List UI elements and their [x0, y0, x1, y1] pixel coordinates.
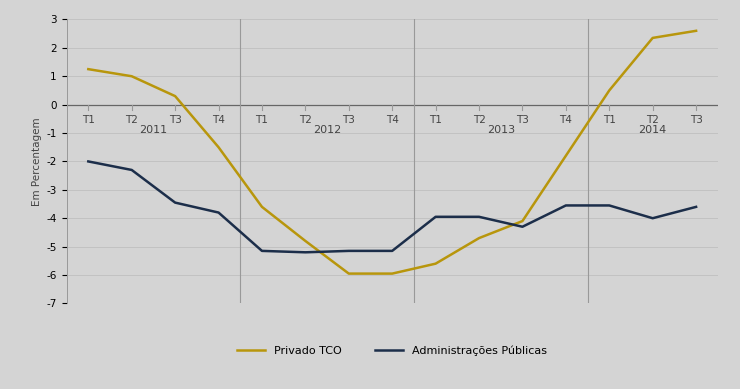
Text: T1: T1 [255, 115, 269, 124]
Administrações Públicas [127, 168, 136, 172]
Administrações Públicas [692, 205, 701, 209]
Privado TCO [301, 238, 310, 243]
Privado TCO [214, 145, 223, 150]
Administrações Públicas [388, 249, 397, 253]
Administrações Públicas [605, 203, 613, 208]
Y-axis label: Em Percentagem: Em Percentagem [33, 117, 42, 206]
Privado TCO [562, 153, 571, 158]
Administrações Públicas [171, 200, 180, 205]
Text: T1: T1 [82, 115, 95, 124]
Text: T4: T4 [212, 115, 225, 124]
Privado TCO [344, 271, 353, 276]
Administrações Públicas [562, 203, 571, 208]
Text: T3: T3 [516, 115, 529, 124]
Administrações Públicas [344, 249, 353, 253]
Administrações Públicas [431, 214, 440, 219]
Privado TCO [474, 236, 483, 240]
Line: Privado TCO: Privado TCO [88, 31, 696, 273]
Administrações Públicas [214, 210, 223, 215]
Text: 2013: 2013 [487, 125, 515, 135]
Text: T3: T3 [343, 115, 355, 124]
Text: 2012: 2012 [313, 125, 341, 135]
Privado TCO [692, 28, 701, 33]
Privado TCO [258, 205, 266, 209]
Text: T2: T2 [646, 115, 659, 124]
Privado TCO [84, 67, 92, 72]
Privado TCO [648, 35, 657, 40]
Text: T2: T2 [125, 115, 138, 124]
Privado TCO [127, 74, 136, 79]
Legend: Privado TCO, Administrações Públicas: Privado TCO, Administrações Públicas [233, 341, 551, 360]
Administrações Públicas [474, 214, 483, 219]
Administrações Públicas [518, 224, 527, 229]
Administrações Públicas [258, 249, 266, 253]
Privado TCO [431, 261, 440, 266]
Text: 2014: 2014 [639, 125, 667, 135]
Text: T3: T3 [690, 115, 702, 124]
Text: 2011: 2011 [139, 125, 167, 135]
Privado TCO [388, 271, 397, 276]
Text: T2: T2 [299, 115, 312, 124]
Privado TCO [605, 88, 613, 93]
Line: Administrações Públicas: Administrações Públicas [88, 161, 696, 252]
Administrações Públicas [301, 250, 310, 255]
Administrações Públicas [84, 159, 92, 164]
Text: T1: T1 [603, 115, 616, 124]
Text: T2: T2 [473, 115, 485, 124]
Text: T3: T3 [169, 115, 181, 124]
Text: T4: T4 [559, 115, 572, 124]
Privado TCO [171, 94, 180, 98]
Administrações Públicas [648, 216, 657, 221]
Privado TCO [518, 219, 527, 223]
Text: T1: T1 [429, 115, 442, 124]
Text: T4: T4 [386, 115, 399, 124]
